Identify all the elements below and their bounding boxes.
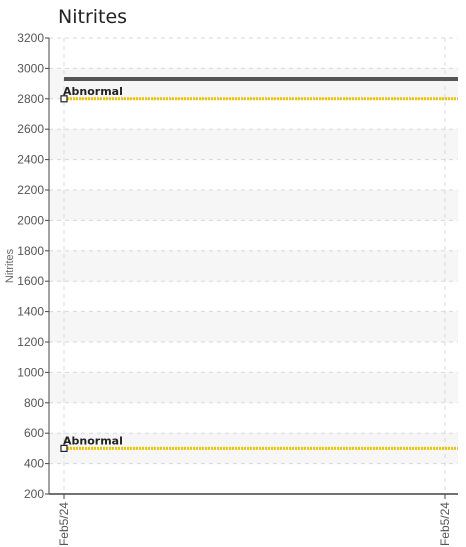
x-tick-label: Feb5/24 [57, 502, 71, 546]
grid-band [49, 129, 458, 160]
grid-band [49, 68, 458, 99]
abnormal-marker[interactable] [60, 444, 68, 452]
grid-band [49, 190, 458, 221]
grid-band [49, 372, 458, 403]
y-tick-label: 400 [24, 457, 44, 471]
y-tick-label: 2000 [17, 213, 44, 227]
y-tick-label: 3200 [17, 31, 44, 45]
y-tick-label: 3000 [17, 61, 44, 75]
abnormal-label: Abnormal [63, 85, 123, 98]
y-tick-label: 2200 [17, 183, 44, 197]
y-tick-label: 1600 [17, 274, 44, 288]
grid-band [49, 250, 458, 282]
y-tick-label: 2600 [17, 122, 44, 136]
y-tick-label: 1400 [17, 305, 44, 319]
y-tick-label: 600 [24, 426, 44, 440]
abnormal-label: Abnormal [63, 434, 123, 447]
y-tick-label: 1000 [17, 365, 44, 379]
y-tick-label: 1200 [17, 335, 44, 349]
y-tick-label: 200 [24, 487, 44, 501]
grid-band [49, 311, 458, 342]
chart-title: Nitrites [58, 6, 128, 28]
y-tick-label: 2800 [17, 92, 44, 106]
y-tick-label: 800 [24, 396, 44, 410]
y-tick-label: 1800 [17, 244, 44, 258]
x-tick-label: Feb5/24 [438, 502, 452, 546]
abnormal-marker[interactable] [60, 95, 68, 103]
y-tick-label: 2400 [17, 153, 44, 167]
y-axis-title: Nitrites [4, 248, 16, 283]
